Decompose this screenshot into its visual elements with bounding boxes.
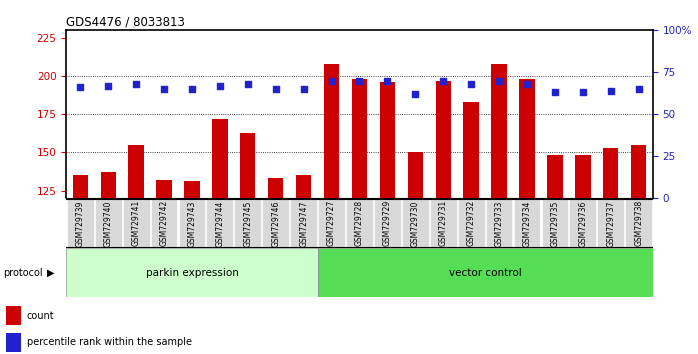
Text: count: count (27, 311, 54, 321)
Bar (463, 102, 479, 198)
Bar (151, 199, 177, 247)
Bar (95, 199, 121, 247)
Bar (268, 178, 283, 198)
Bar (73, 175, 88, 198)
Bar (179, 199, 205, 247)
Bar (67, 199, 94, 247)
Bar (66, 248, 318, 297)
Bar (240, 132, 255, 198)
Point (354, 78, 365, 83)
Bar (631, 145, 646, 198)
Bar (352, 79, 367, 198)
Bar (324, 64, 339, 198)
Point (103, 83, 114, 88)
Point (298, 86, 309, 92)
Bar (374, 199, 401, 247)
Point (410, 91, 421, 97)
Bar (597, 199, 624, 247)
Bar (458, 199, 484, 247)
Point (131, 81, 142, 87)
Bar (547, 155, 563, 198)
Bar (542, 199, 568, 247)
Text: GSM729746: GSM729746 (272, 200, 280, 247)
Bar (296, 175, 311, 198)
Point (521, 81, 533, 87)
Text: GSM729739: GSM729739 (76, 200, 84, 247)
Bar (318, 248, 653, 297)
Text: GSM729745: GSM729745 (244, 200, 252, 247)
Point (214, 83, 225, 88)
Point (438, 78, 449, 83)
Point (75, 84, 86, 90)
Bar (207, 199, 233, 247)
Bar (486, 199, 512, 247)
Text: GSM729729: GSM729729 (383, 200, 392, 246)
Bar (235, 199, 261, 247)
Point (466, 81, 477, 87)
Point (577, 90, 588, 95)
Text: GSM729734: GSM729734 (523, 200, 531, 247)
Bar (123, 199, 149, 247)
Bar (402, 199, 429, 247)
Bar (491, 64, 507, 198)
Text: GSM729727: GSM729727 (327, 200, 336, 246)
Point (493, 78, 505, 83)
Bar (436, 80, 451, 198)
Bar (380, 82, 395, 198)
Bar (575, 155, 591, 198)
Text: GSM729747: GSM729747 (299, 200, 308, 247)
Text: GSM729744: GSM729744 (216, 200, 224, 247)
Text: GSM729740: GSM729740 (104, 200, 112, 247)
Text: GSM729732: GSM729732 (467, 200, 475, 246)
Text: GSM729730: GSM729730 (411, 200, 419, 247)
Text: parkin expression: parkin expression (145, 268, 239, 278)
Bar (603, 148, 618, 198)
Text: protocol: protocol (3, 268, 43, 278)
Bar (6, 333, 21, 352)
Bar (6, 307, 21, 325)
Bar (128, 145, 144, 198)
Text: GSM729735: GSM729735 (551, 200, 559, 247)
Point (633, 86, 644, 92)
Bar (101, 172, 116, 198)
Bar (262, 199, 289, 247)
Bar (430, 199, 456, 247)
Text: GSM729737: GSM729737 (607, 200, 615, 247)
Bar (212, 119, 228, 198)
Text: ▶: ▶ (47, 268, 55, 278)
Point (382, 78, 393, 83)
Text: GSM729741: GSM729741 (132, 200, 140, 246)
Point (158, 86, 170, 92)
Bar (514, 199, 540, 247)
Text: GSM729728: GSM729728 (355, 200, 364, 246)
Bar (318, 199, 345, 247)
Text: GSM729742: GSM729742 (160, 200, 168, 246)
Point (326, 78, 337, 83)
Text: GDS4476 / 8033813: GDS4476 / 8033813 (66, 16, 185, 29)
Text: GSM729738: GSM729738 (634, 200, 643, 246)
Bar (625, 199, 652, 247)
Point (270, 86, 281, 92)
Bar (156, 180, 172, 198)
Text: GSM729743: GSM729743 (188, 200, 196, 247)
Bar (570, 199, 596, 247)
Text: GSM729733: GSM729733 (495, 200, 503, 247)
Point (242, 81, 253, 87)
Point (605, 88, 616, 93)
Point (186, 86, 198, 92)
Text: GSM729736: GSM729736 (579, 200, 587, 247)
Bar (519, 79, 535, 198)
Bar (184, 181, 200, 198)
Bar (346, 199, 373, 247)
Text: vector control: vector control (449, 268, 521, 278)
Bar (408, 152, 423, 198)
Text: percentile rank within the sample: percentile rank within the sample (27, 337, 191, 347)
Point (549, 90, 560, 95)
Text: GSM729731: GSM729731 (439, 200, 447, 246)
Bar (290, 199, 317, 247)
